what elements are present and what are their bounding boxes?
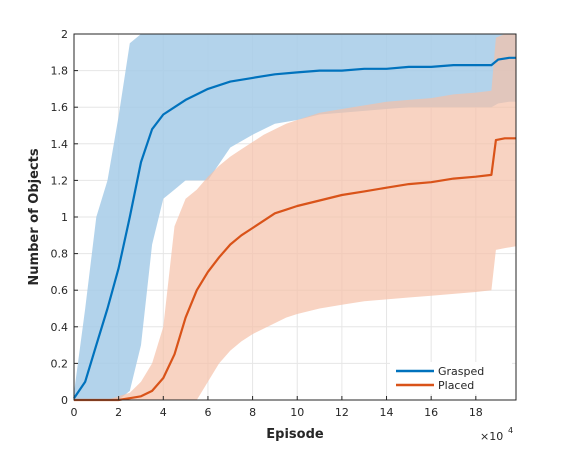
y-axis-ticks: 0 0.2 0.4 0.6 0.8 1 1.2 1.4 1.6 1.8 2	[51, 28, 78, 407]
x-tick-label: 14	[380, 406, 394, 419]
legend: Grasped Placed	[390, 362, 512, 394]
confidence-bands	[74, 34, 516, 400]
y-tick-label: 0	[61, 394, 68, 407]
y-axis-label: Number of Objects	[27, 148, 42, 285]
x-tick-label: 8	[249, 406, 256, 419]
x-tick-label: 12	[335, 406, 349, 419]
x-exponent-power: 4	[508, 426, 513, 435]
y-tick-label: 1	[61, 211, 68, 224]
x-axis-ticks: 0 2 4 6 8 10 12 14 16 18	[71, 396, 483, 419]
band-grasped	[74, 34, 516, 400]
line-placed	[74, 137, 516, 402]
x-exponent: ×10 4	[480, 426, 513, 443]
y-tick-label: 0.6	[51, 284, 69, 297]
y-tick-label: 2	[61, 28, 68, 41]
line-grasped	[73, 56, 516, 399]
band-placed	[74, 34, 516, 400]
x-tick-label: 10	[290, 406, 304, 419]
y-tick-label: 1.8	[51, 65, 69, 78]
legend-label-placed: Placed	[438, 379, 474, 392]
x-tick-label: 18	[469, 406, 483, 419]
y-tick-label: 0.2	[51, 357, 69, 370]
y-tick-label: 1.2	[51, 174, 69, 187]
x-axis-label: Episode	[266, 427, 324, 442]
y-tick-label: 1.6	[51, 101, 69, 114]
legend-box	[390, 362, 512, 394]
x-tick-label: 6	[204, 406, 211, 419]
series-lines	[73, 56, 516, 402]
x-tick-label: 4	[160, 406, 167, 419]
y-tick-label: 1.4	[51, 138, 69, 151]
x-tick-label: 16	[424, 406, 438, 419]
y-tick-label: 0.4	[51, 321, 69, 334]
y-tick-label: 0.8	[51, 248, 69, 261]
x-tick-label: 0	[71, 406, 78, 419]
x-exponent-base: ×10	[480, 430, 503, 443]
legend-label-grasped: Grasped	[438, 365, 484, 378]
x-tick-label: 2	[115, 406, 122, 419]
